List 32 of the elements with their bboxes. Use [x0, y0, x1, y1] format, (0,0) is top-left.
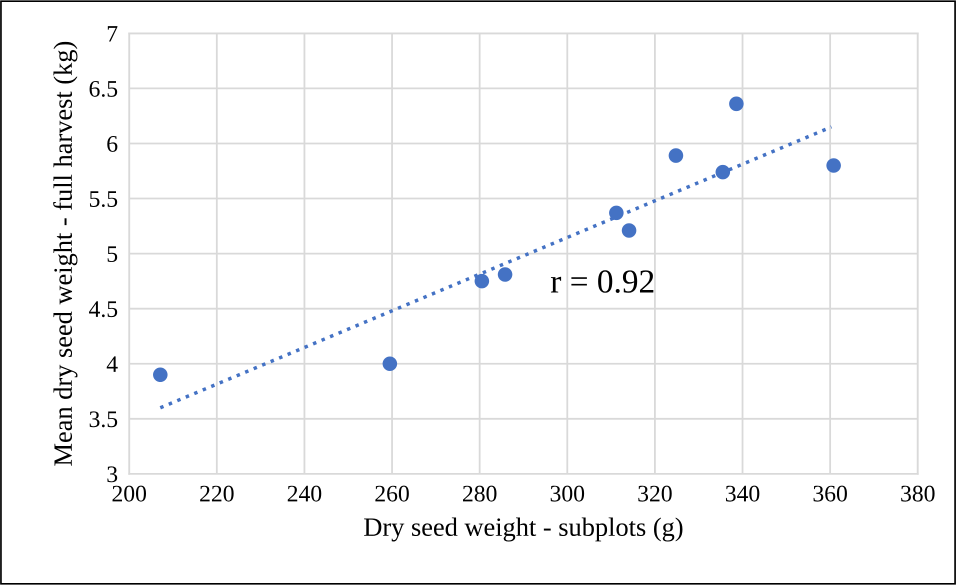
x-axis-title: Dry seed weight - subplots (g) — [364, 517, 682, 542]
point — [609, 206, 624, 220]
y-tick-label: 3 — [107, 466, 118, 482]
y-axis-title: Mean dry seed weight - full harvest (kg) — [53, 42, 78, 466]
point — [668, 148, 684, 163]
point — [622, 223, 636, 238]
point — [474, 274, 490, 288]
y-tick-label: 4 — [106, 356, 118, 372]
y-tick-label: 5 — [108, 246, 118, 262]
point — [382, 356, 398, 372]
x-tick-label: 300 — [550, 486, 584, 502]
x-tick-label: 260 — [375, 486, 409, 502]
y-tick-label: 7 — [108, 26, 118, 42]
point — [716, 164, 730, 180]
y-tick-label: 4.5 — [89, 301, 118, 318]
x-tick-label: 340 — [726, 486, 760, 502]
x-tick-label: 200 — [112, 486, 146, 502]
point — [826, 158, 841, 173]
annotation: r = 0.92 — [550, 270, 654, 293]
y-tick-label: 6.5 — [90, 80, 118, 97]
x-tick-label: 320 — [638, 486, 672, 502]
point — [153, 367, 168, 382]
y-tick-label: 5.5 — [90, 191, 118, 208]
point — [729, 96, 744, 112]
x-tick-label: 380 — [901, 486, 935, 502]
x-tick-label: 280 — [463, 486, 496, 502]
x-tick-label: 220 — [200, 486, 234, 502]
y-tick-label: 6 — [107, 136, 118, 152]
point — [498, 267, 512, 282]
x-tick-label: 240 — [288, 486, 322, 502]
x-tick-label: 360 — [814, 486, 847, 502]
y-tick-label: 3.5 — [90, 411, 118, 428]
